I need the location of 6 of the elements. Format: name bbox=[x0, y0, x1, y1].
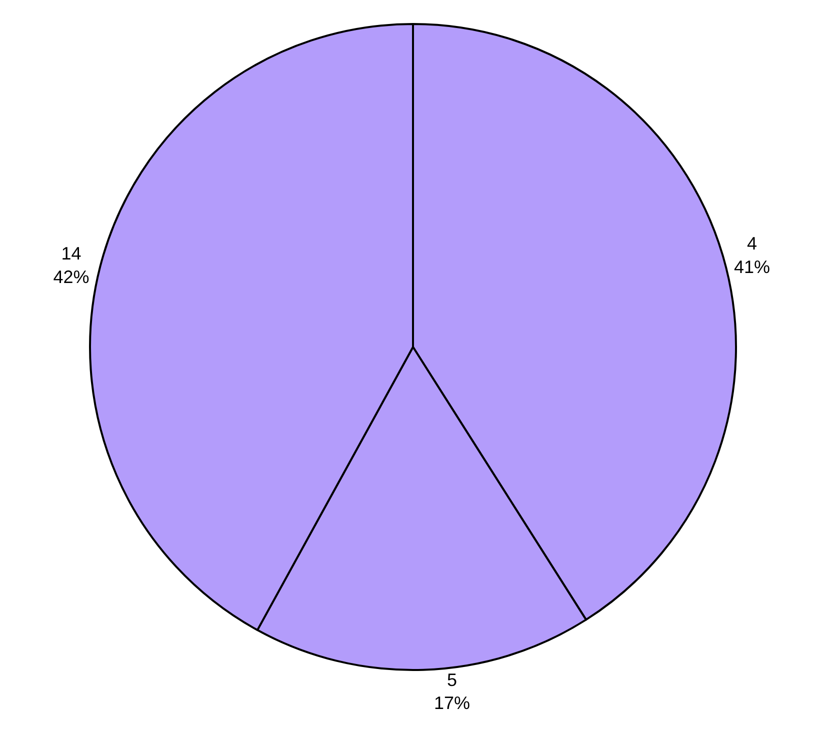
slice-label: 14 bbox=[61, 244, 82, 264]
slice-label: 5 bbox=[447, 670, 458, 690]
slice-label: 4 bbox=[747, 233, 758, 254]
data-label: 17% bbox=[434, 693, 470, 714]
data-label: 41% bbox=[734, 256, 770, 277]
data-label: 42% bbox=[53, 267, 90, 288]
